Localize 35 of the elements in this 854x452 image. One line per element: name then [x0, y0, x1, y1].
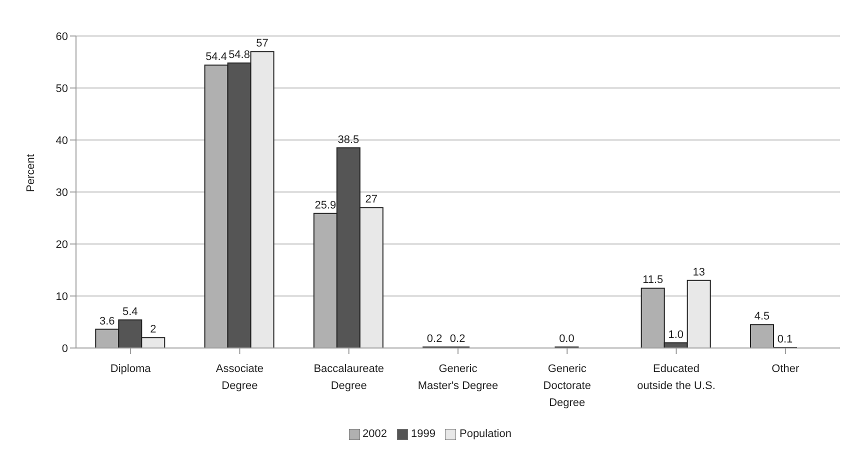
data-label: 11.5 — [642, 274, 664, 286]
data-label: 3.6 — [99, 315, 115, 328]
x-tick-label: Educated outside the U.S. — [637, 363, 716, 392]
data-label: 27 — [365, 194, 378, 206]
y-tick-label: 0 — [62, 342, 68, 355]
data-label: 0.2 — [450, 332, 466, 345]
legend-label: 1999 — [411, 428, 436, 440]
x-tick-label: Generic Doctorate Degree — [543, 363, 591, 409]
y-tick-label: 50 — [56, 82, 68, 95]
data-label: 1.0 — [668, 328, 684, 341]
y-axis-title: Percent — [24, 154, 37, 192]
x-tick-label: Associate Degree — [216, 363, 264, 392]
data-label: 54.8 — [228, 49, 250, 62]
legend-label: 2002 — [362, 428, 387, 440]
data-label: 54.4 — [206, 51, 227, 64]
x-tick-label: Generic Master's Degree — [418, 363, 498, 392]
data-label: 0.2 — [426, 332, 442, 345]
y-tick-label: 40 — [56, 134, 68, 147]
data-label: 38.5 — [338, 134, 360, 146]
data-label: 5.4 — [122, 306, 138, 318]
y-tick-label: 20 — [56, 238, 68, 251]
data-label: 25.9 — [314, 199, 336, 212]
data-label: 0.1 — [777, 333, 793, 346]
y-tick-label: 60 — [56, 30, 68, 43]
x-tick-label: Other — [772, 363, 800, 375]
data-label: 2 — [150, 324, 156, 336]
data-label: 0.0 — [559, 333, 574, 345]
y-tick-label: 10 — [56, 290, 68, 303]
data-label: 4.5 — [754, 310, 770, 323]
data-label: 57 — [256, 38, 268, 50]
data-label: 13 — [692, 266, 705, 278]
legend-label: Population — [459, 428, 512, 440]
x-tick-label: Diploma — [110, 363, 152, 375]
y-tick-label: 30 — [56, 186, 68, 199]
x-tick-label: Baccalaureate Degree — [314, 363, 384, 392]
